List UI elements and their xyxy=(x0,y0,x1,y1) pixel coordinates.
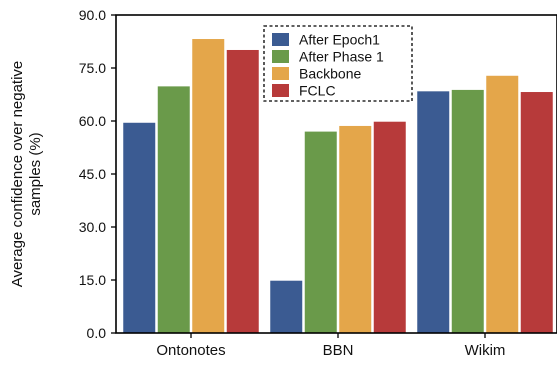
bar-after-phase-1-wikim xyxy=(451,89,484,333)
y-tick-label: 60.0 xyxy=(79,113,106,129)
bar-backbone-wikim xyxy=(486,75,519,334)
bar-after-epoch1-wikim xyxy=(417,91,450,333)
plot-frame xyxy=(115,14,557,334)
legend-label: After Epoch1 xyxy=(299,32,380,48)
legend-swatch xyxy=(272,67,289,80)
bar-after-epoch1-ontonotes xyxy=(123,122,156,334)
legend-swatch xyxy=(272,50,289,63)
y-tick-label: 45.0 xyxy=(79,166,106,182)
bar-backbone-ontonotes xyxy=(192,39,225,333)
x-axis-category-labels: Ontonotes BBN Wikim xyxy=(156,333,505,359)
y-axis-label-line-2: samples (%) xyxy=(27,132,44,215)
bars-group xyxy=(123,39,553,334)
bar-fclc-bbn xyxy=(373,121,406,333)
y-tick-label: 0.0 xyxy=(87,325,107,341)
bar-backbone-bbn xyxy=(339,125,372,334)
bar-after-phase-1-ontonotes xyxy=(157,86,190,333)
legend-label: After Phase 1 xyxy=(299,49,384,65)
x-category-label: Ontonotes xyxy=(156,342,225,359)
bar-fclc-wikim xyxy=(520,92,553,333)
legend-swatch xyxy=(272,33,289,46)
legend-swatch xyxy=(272,84,289,97)
y-tick-label: 15.0 xyxy=(79,272,106,288)
legend-label: Backbone xyxy=(299,66,361,82)
bar-after-epoch1-bbn xyxy=(270,280,303,333)
y-tick-label: 75.0 xyxy=(79,60,106,76)
bar-fclc-ontonotes xyxy=(226,49,259,333)
bar-after-phase-1-bbn xyxy=(304,131,337,333)
y-tick-label: 90.0 xyxy=(79,7,106,23)
legend-label: FCLC xyxy=(299,83,336,99)
x-category-label: BBN xyxy=(323,342,354,359)
y-tick-label: 30.0 xyxy=(79,219,106,235)
x-category-label: Wikim xyxy=(465,342,506,359)
y-axis-ticks: 0.0 15.0 30.0 45.0 60.0 75.0 90.0 xyxy=(79,7,116,341)
y-axis-label-line-1: Average confidence over negative xyxy=(9,61,26,288)
